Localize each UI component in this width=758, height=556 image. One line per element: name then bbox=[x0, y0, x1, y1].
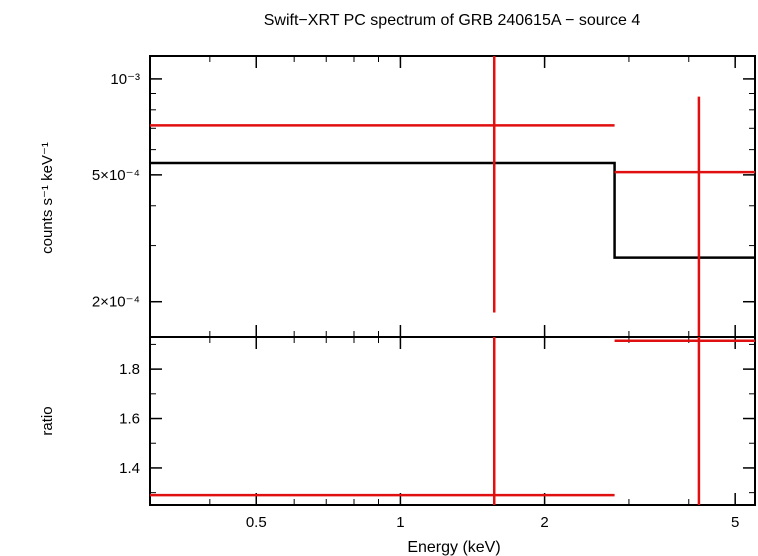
y-tick-label-spectrum: 2×10⁻⁴ bbox=[92, 294, 140, 311]
y-tick-label-ratio: 1.4 bbox=[119, 460, 140, 477]
y-tick-label-ratio: 1.8 bbox=[119, 361, 140, 378]
x-tick-label: 2 bbox=[540, 514, 548, 531]
x-axis-label: Energy (keV) bbox=[407, 539, 500, 556]
y-axis-label-ratio: ratio bbox=[39, 406, 56, 435]
y-tick-label-spectrum: 10⁻³ bbox=[110, 71, 140, 88]
model-line bbox=[150, 161, 755, 259]
y-axis-label-spectrum: counts s⁻¹ keV⁻¹ bbox=[39, 142, 56, 254]
y-tick-label-ratio: 1.6 bbox=[119, 411, 140, 428]
x-tick-label: 5 bbox=[731, 514, 739, 531]
y-tick-label-spectrum: 5×10⁻⁴ bbox=[92, 167, 140, 184]
plot-frame-spectrum bbox=[149, 55, 756, 338]
chart-title: Swift−XRT PC spectrum of GRB 240615A − s… bbox=[264, 12, 641, 29]
x-tick-label: 1 bbox=[396, 514, 404, 531]
x-tick-label: 0.5 bbox=[246, 514, 267, 531]
plot-frame-ratio bbox=[149, 336, 756, 506]
